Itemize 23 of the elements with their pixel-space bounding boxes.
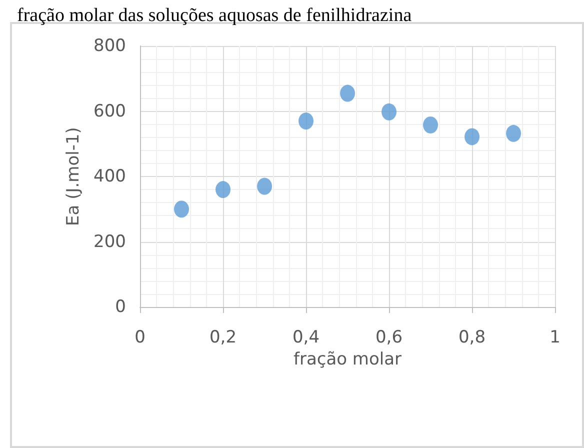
x-tick-label: 1	[550, 328, 560, 348]
chart-title: fração molar das soluções aquosas de fenilhidrazina	[17, 5, 412, 26]
y-tick-label: 200	[94, 232, 126, 252]
x-tick-label: 0,8	[458, 328, 486, 348]
point	[340, 84, 355, 102]
point	[464, 128, 480, 146]
x-tick-label: 0,4	[292, 328, 320, 348]
point	[423, 116, 438, 134]
y-tick-label: 800	[94, 36, 126, 56]
x-tick-label: 0,6	[375, 328, 403, 348]
point	[257, 178, 272, 195]
point	[216, 181, 230, 198]
y-tick-label: 600	[94, 101, 126, 122]
point	[298, 112, 314, 130]
x-axis-title: fração molar	[293, 349, 402, 370]
y-tick-label: 0	[115, 297, 126, 317]
y-tick-label: 400	[94, 166, 126, 186]
point	[382, 103, 396, 120]
x-tick-label: 0	[134, 328, 146, 348]
y-axis-title: Ea (J.mol-1)	[64, 127, 84, 226]
x-tick-label: 0,2	[209, 328, 237, 348]
point	[174, 200, 189, 218]
point	[506, 124, 521, 142]
